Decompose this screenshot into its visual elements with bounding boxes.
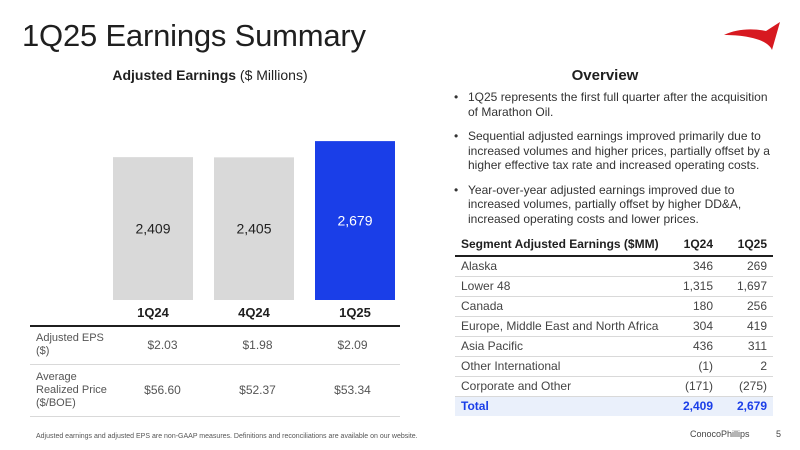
page-title: 1Q25 Earnings Summary — [22, 18, 366, 53]
segment-name-cell: Lower 48 — [455, 276, 677, 297]
segment-value-cell: 2,409 — [677, 396, 723, 416]
segment-value-cell: 2,679 — [723, 396, 773, 416]
segment-table-row: Europe, Middle East and North Africa 304 4… — [455, 316, 773, 337]
segment-value-cell: 346 — [677, 256, 723, 277]
category-label-1q24: 1Q24 — [137, 305, 170, 320]
chart-metrics-table: Adjusted EPS ($) $2.03 $1.98 $2.09 Average R… — [30, 326, 400, 417]
overview-bullet: 1Q25 represents the first full quarter a… — [452, 90, 772, 119]
segment-name-cell: Other International — [455, 356, 677, 377]
chart-table-row: Adjusted EPS ($) $2.03 $1.98 $2.09 — [30, 326, 400, 365]
bar-1q24 — [113, 157, 193, 300]
segment-value-cell: 256 — [723, 296, 773, 317]
segment-table-row: Asia Pacific 436 311 — [455, 336, 773, 357]
chart-heading-title: Adjusted Earnings — [112, 67, 237, 83]
category-label-1q25: 1Q25 — [339, 305, 371, 320]
footer-company-name: ConocoPhillips — [690, 429, 750, 439]
segment-value-cell: 311 — [723, 336, 773, 357]
segment-value-cell: (171) — [677, 376, 723, 397]
bar-value-label-1q25: 2,679 — [337, 213, 372, 229]
chart-heading: Adjusted Earnings ($ Millions) — [40, 67, 380, 83]
segment-earnings-table: Segment Adjusted Earnings ($MM) 1Q24 1Q2… — [455, 234, 773, 416]
segment-value-cell: 304 — [677, 316, 723, 337]
chart-table-cell: $56.60 — [115, 364, 210, 417]
segment-table-row: Alaska 346 269 — [455, 256, 773, 277]
overview-heading: Overview — [571, 67, 639, 84]
segment-value-cell: 180 — [677, 296, 723, 317]
page-number: 5 — [776, 429, 782, 439]
segment-table-header-segment: Segment Adjusted Earnings ($MM) — [455, 234, 677, 257]
segment-table-header-1q25: 1Q25 — [723, 234, 773, 257]
overview-bullet-list: 1Q25 represents the first full quarter a… — [452, 90, 772, 236]
segment-value-cell: 2 — [723, 356, 773, 377]
segment-value-cell: 436 — [677, 336, 723, 357]
overview-bullet: Year-over-year adjusted earnings improve… — [452, 183, 772, 227]
segment-name-cell: Alaska — [455, 256, 677, 277]
chart-table-cell: $2.09 — [305, 326, 400, 365]
segment-table-header-row: Segment Adjusted Earnings ($MM) 1Q24 1Q2… — [455, 234, 773, 257]
chart-heading-unit: ($ Millions) — [236, 67, 308, 83]
bar-value-label-4q24: 2,405 — [236, 221, 271, 237]
segment-name-cell: Asia Pacific — [455, 336, 677, 357]
chart-table-row-label: Adjusted EPS ($) — [30, 326, 115, 365]
segment-value-cell: 1,697 — [723, 276, 773, 297]
segment-value-cell: (275) — [723, 376, 773, 397]
segment-table-total-row: Total 2,409 2,679 — [455, 396, 773, 416]
footnote: Adjusted earnings and adjusted EPS are n… — [36, 433, 418, 440]
segment-table-header-1q24: 1Q24 — [677, 234, 723, 257]
segment-value-cell: 419 — [723, 316, 773, 337]
segment-value-cell: 269 — [723, 256, 773, 277]
segment-name-cell: Total — [455, 396, 677, 416]
bar-1q25 — [315, 141, 395, 300]
segment-table-row: Other International (1) 2 — [455, 356, 773, 377]
bar-4q24 — [214, 157, 294, 300]
conocophillips-logo-icon — [724, 22, 780, 50]
chart-table-cell: $53.34 — [305, 364, 400, 417]
chart-table-cell: $52.37 — [210, 364, 305, 417]
chart-table-row: Average Realized Price ($/BOE) $56.60 $52.… — [30, 364, 400, 417]
chart-table-cell: $2.03 — [115, 326, 210, 365]
segment-table-row: Corporate and Other (171) (275) — [455, 376, 773, 397]
segment-name-cell: Europe, Middle East and North Africa — [455, 316, 677, 337]
segment-table-row: Canada 180 256 — [455, 296, 773, 317]
segment-value-cell: 1,315 — [677, 276, 723, 297]
chart-table-row-label: Average Realized Price ($/BOE) — [30, 364, 115, 417]
segment-name-cell: Canada — [455, 296, 677, 317]
segment-table-row: Lower 48 1,315 1,697 — [455, 276, 773, 297]
overview-bullet: Sequential adjusted earnings improved pr… — [452, 129, 772, 173]
bar-value-label-1q24: 2,409 — [135, 221, 170, 237]
segment-name-cell: Corporate and Other — [455, 376, 677, 397]
chart-table-cell: $1.98 — [210, 326, 305, 365]
segment-value-cell: (1) — [677, 356, 723, 377]
category-label-4q24: 4Q24 — [238, 305, 271, 320]
